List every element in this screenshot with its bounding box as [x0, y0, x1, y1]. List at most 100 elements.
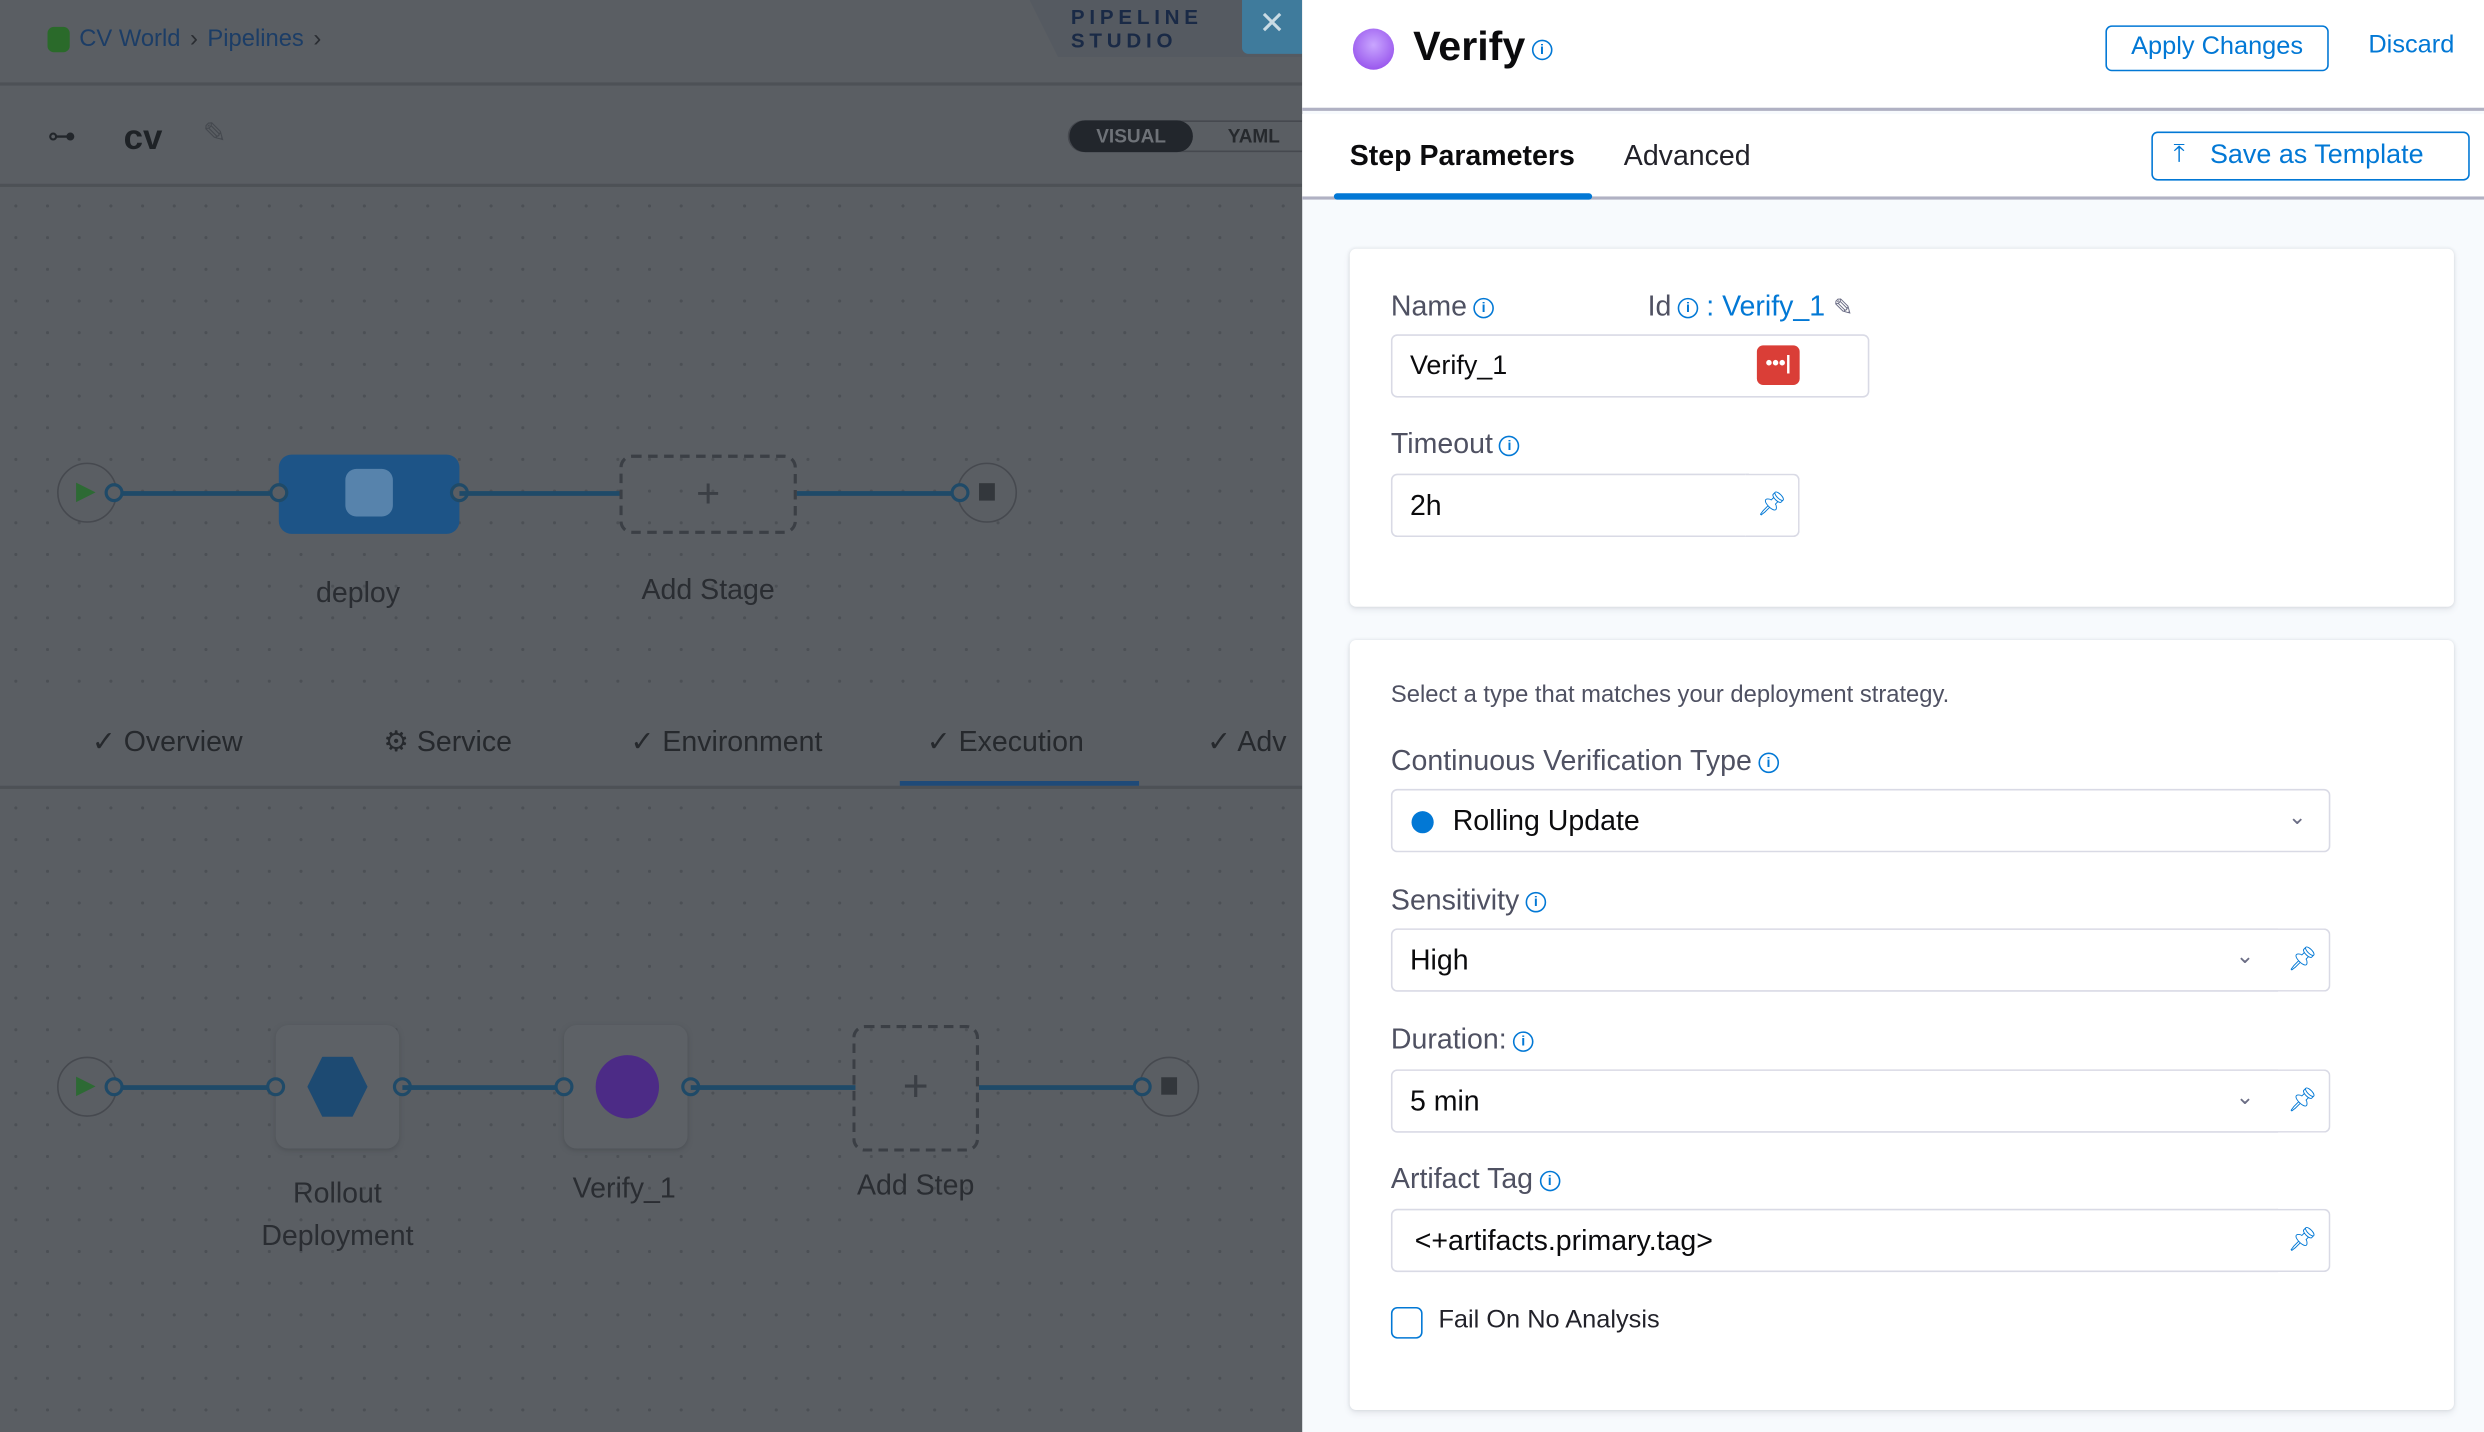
port	[269, 483, 289, 503]
step-rollout-deployment[interactable]	[275, 1024, 400, 1149]
add-step-button[interactable]: +	[852, 1024, 980, 1152]
stage-deploy[interactable]	[278, 454, 460, 534]
title-text: Verify	[1413, 22, 1526, 70]
port	[266, 1077, 286, 1097]
tab-overview[interactable]: ✓ Overview	[91, 725, 243, 758]
view-toggle[interactable]: VISUAL YAML	[1067, 120, 1303, 153]
close-icon[interactable]: ✕	[1242, 0, 1303, 54]
pin-icon[interactable]: 📌︎	[2276, 1208, 2331, 1273]
name-label: Name i	[1391, 290, 1494, 323]
tab-advanced[interactable]: ✓ Adv	[1207, 725, 1287, 758]
drawer-header: Verify i Apply Changes Discard	[1302, 0, 2484, 111]
gear-icon: ⚙	[383, 725, 409, 758]
connector	[459, 491, 622, 496]
connector	[690, 1085, 856, 1090]
connector	[979, 1085, 1144, 1090]
info-icon[interactable]: i	[1473, 297, 1494, 319]
stop-icon	[979, 483, 995, 501]
info-icon[interactable]: i	[1531, 39, 1553, 60]
id-value: : Verify_1	[1706, 289, 1826, 322]
apply-changes-button[interactable]: Apply Changes	[2105, 25, 2329, 72]
cv-type-value: Rolling Update	[1452, 804, 1640, 837]
chevron-right-icon: ›	[189, 25, 198, 53]
save-as-template-button[interactable]: ⤒ Save as Template	[2151, 131, 2470, 181]
add-stage-label: Add Stage	[641, 573, 775, 606]
tab-advanced[interactable]: Advanced	[1623, 139, 1751, 172]
info-icon[interactable]: i	[1539, 1170, 1560, 1191]
edit-pencil-icon[interactable]: ✎	[202, 117, 227, 149]
fail-on-no-analysis-label[interactable]: Fail On No Analysis	[1438, 1306, 1660, 1334]
id-label: Id i : Verify_1 ✎	[1648, 290, 1853, 323]
project-logo-icon	[47, 26, 70, 52]
port	[554, 1077, 574, 1097]
name-label-text: Name	[1390, 289, 1467, 322]
pin-icon[interactable]: 📌︎	[2276, 928, 2331, 992]
tab-label: Service	[416, 725, 512, 758]
duration-label: Duration: i	[1391, 1023, 1534, 1056]
step-label: Verify_1	[572, 1172, 676, 1204]
pin-icon[interactable]: 📌︎	[2276, 1069, 2331, 1133]
upload-icon: ⤒	[2173, 140, 2185, 168]
verify-icon	[595, 1055, 660, 1119]
sensitivity-value: High	[1409, 944, 1469, 976]
add-step-label: Add Step	[857, 1169, 975, 1201]
pipeline-header: ⊶ cv ✎ VISUAL YAML	[0, 88, 1303, 187]
artifact-tag-value: <+artifacts.primary.tag>	[1414, 1224, 1713, 1257]
name-input[interactable]: Verify_1 •••|	[1390, 334, 1870, 398]
info-icon[interactable]: i	[1512, 1030, 1534, 1052]
pin-icon[interactable]: 📌︎	[1745, 473, 1800, 538]
cv-type-label: Continuous Verification Type i	[1391, 745, 1779, 778]
artifact-tag-input[interactable]: <+artifacts.primary.tag>	[1390, 1208, 2279, 1273]
sensitivity-label-text: Sensitivity	[1390, 883, 1520, 916]
rolling-icon	[307, 1056, 368, 1117]
info-icon[interactable]: i	[1677, 297, 1699, 319]
info-icon[interactable]: i	[1758, 752, 1779, 773]
play-icon: ▶	[76, 1072, 96, 1100]
password-manager-icon[interactable]: •••|	[1756, 345, 1800, 385]
tab-label: Adv	[1237, 725, 1287, 758]
add-stage-button[interactable]: +	[619, 454, 797, 534]
port	[1132, 1077, 1152, 1097]
stage-label: deploy	[315, 576, 401, 609]
info-icon[interactable]: i	[1499, 435, 1520, 456]
chevron-down-icon: ⌄	[2288, 803, 2307, 829]
active-tab-underline	[1333, 193, 1593, 200]
pipeline-name: cv	[123, 117, 163, 157]
tab-execution[interactable]: ✓ Execution	[926, 725, 1084, 758]
chevron-down-icon: ⌄	[2235, 1083, 2255, 1109]
fail-on-no-analysis-checkbox[interactable]	[1390, 1306, 1423, 1339]
info-icon[interactable]: i	[1525, 891, 1547, 913]
breadcrumb: CV World › Pipelines ›	[47, 25, 321, 53]
rolling-update-icon	[1411, 811, 1434, 834]
pipeline-icon: ⊶	[47, 120, 77, 153]
save-template-label: Save as Template	[2209, 139, 2424, 170]
tab-service[interactable]: ⚙ Service	[383, 726, 512, 759]
tab-label: Overview	[123, 725, 243, 758]
strategy-hint: Select a type that matches your deployme…	[1390, 681, 1950, 709]
tab-label: Execution	[958, 725, 1084, 758]
duration-label-text: Duration:	[1390, 1023, 1507, 1056]
tab-environment[interactable]: ✓ Environment	[630, 725, 823, 758]
step-verify[interactable]	[563, 1024, 688, 1149]
port	[104, 483, 124, 503]
step-label: Rollout Deployment	[261, 1177, 414, 1252]
sensitivity-select[interactable]: High ⌄	[1390, 928, 2279, 992]
edit-pencil-icon[interactable]: ✎	[1833, 294, 1853, 322]
discard-button[interactable]: Discard	[2368, 31, 2455, 59]
duration-select[interactable]: 5 min ⌄	[1390, 1069, 2279, 1133]
top-bar: CV World › Pipelines › PIPELINE STUDIO ✕	[0, 0, 1303, 86]
verify-icon	[1352, 28, 1395, 70]
timeout-input[interactable]: 2h	[1390, 473, 1749, 538]
name-value: Verify_1	[1409, 350, 1508, 381]
visual-mode[interactable]: VISUAL	[1069, 120, 1193, 153]
id-label-text: Id	[1647, 289, 1672, 322]
play-icon: ▶	[76, 478, 96, 506]
breadcrumb-pipelines[interactable]: Pipelines	[207, 25, 304, 53]
drawer-title: Verify i	[1413, 22, 1553, 71]
breadcrumb-project[interactable]: CV World	[79, 25, 181, 53]
pipeline-canvas-dimmed: CV World › Pipelines › PIPELINE STUDIO ✕ ⊶…	[0, 0, 1303, 1432]
yaml-mode[interactable]: YAML	[1227, 125, 1280, 148]
tab-step-parameters[interactable]: Step Parameters	[1349, 139, 1575, 172]
cv-type-select[interactable]: Rolling Update ⌄	[1390, 788, 2331, 853]
timeout-label-text: Timeout	[1390, 427, 1493, 460]
